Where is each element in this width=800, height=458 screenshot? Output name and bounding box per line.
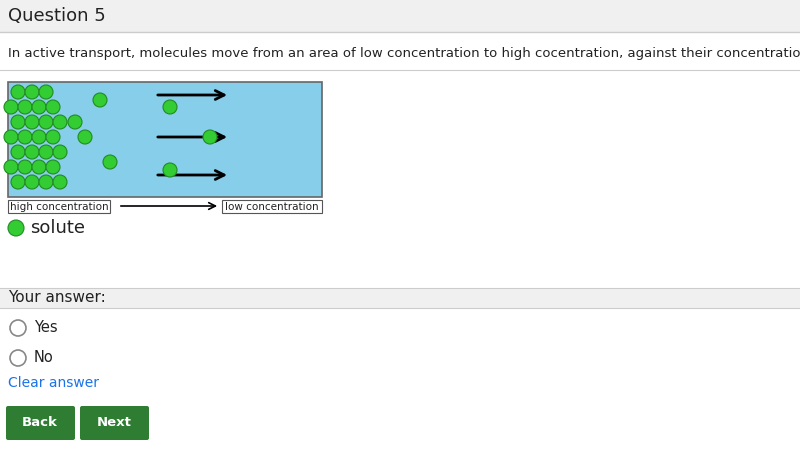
Circle shape	[25, 85, 39, 99]
Circle shape	[103, 155, 117, 169]
Circle shape	[18, 100, 32, 114]
Text: solute: solute	[30, 219, 85, 237]
Text: Clear answer: Clear answer	[8, 376, 99, 390]
Circle shape	[32, 160, 46, 174]
Circle shape	[93, 93, 107, 107]
FancyBboxPatch shape	[6, 406, 75, 440]
Circle shape	[39, 85, 53, 99]
Circle shape	[53, 115, 67, 129]
Circle shape	[4, 130, 18, 144]
Circle shape	[18, 130, 32, 144]
Circle shape	[32, 130, 46, 144]
Text: high concentration: high concentration	[10, 202, 108, 212]
Text: Question 5: Question 5	[8, 7, 106, 25]
Circle shape	[53, 145, 67, 159]
Bar	[8, 82, 322, 197]
Circle shape	[46, 130, 60, 144]
Circle shape	[4, 160, 18, 174]
Circle shape	[53, 175, 67, 189]
Circle shape	[39, 145, 53, 159]
Circle shape	[8, 220, 24, 236]
Text: No: No	[34, 350, 54, 365]
Text: Next: Next	[97, 416, 131, 430]
Circle shape	[78, 130, 92, 144]
Bar	[0, 0, 800, 32]
Circle shape	[39, 175, 53, 189]
Circle shape	[203, 130, 217, 144]
Circle shape	[163, 100, 177, 114]
Text: Yes: Yes	[34, 321, 58, 336]
Circle shape	[11, 175, 25, 189]
Circle shape	[46, 100, 60, 114]
Circle shape	[163, 163, 177, 177]
Circle shape	[25, 115, 39, 129]
Circle shape	[11, 85, 25, 99]
Circle shape	[11, 115, 25, 129]
Circle shape	[10, 320, 26, 336]
Bar	[0, 288, 800, 308]
Circle shape	[68, 115, 82, 129]
Text: Your answer:: Your answer:	[8, 290, 106, 305]
Circle shape	[18, 160, 32, 174]
Circle shape	[25, 145, 39, 159]
Text: Back: Back	[22, 416, 58, 430]
Circle shape	[11, 145, 25, 159]
Circle shape	[46, 160, 60, 174]
Circle shape	[32, 100, 46, 114]
Circle shape	[25, 175, 39, 189]
Text: low concentration: low concentration	[225, 202, 319, 212]
FancyBboxPatch shape	[80, 406, 149, 440]
Circle shape	[4, 100, 18, 114]
Bar	[222, 200, 322, 213]
Circle shape	[10, 350, 26, 366]
Bar	[8, 200, 110, 213]
Text: In active transport, molecules move from an area of low concentration to high co: In active transport, molecules move from…	[8, 48, 800, 60]
Circle shape	[39, 115, 53, 129]
